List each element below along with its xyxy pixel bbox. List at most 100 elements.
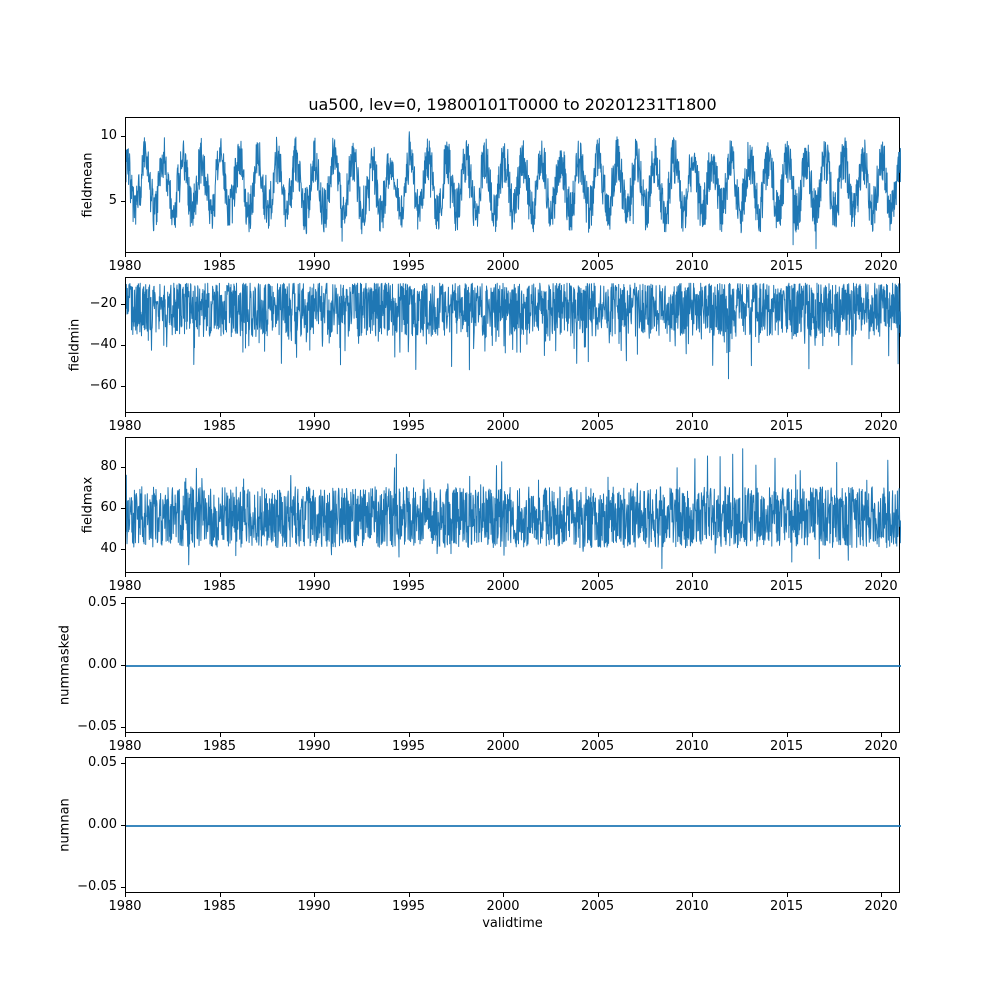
subplot-numnan: numnan 0.05 0.00 −0.05 1980 1985 1990 1995 2000… bbox=[0, 755, 1000, 914]
chart-title: ua500, lev=0, 19800101T0000 to 20201231T… bbox=[308, 95, 717, 114]
x-tick-label: 1990 bbox=[297, 579, 331, 594]
x-tick-label: 2000 bbox=[486, 899, 520, 914]
y-tick-label: −20 bbox=[89, 295, 117, 311]
x-tick-mark bbox=[125, 573, 126, 577]
subplot-fieldmax: fieldmax 80 60 40 1980 1985 1990 1995 2000 2005 2… bbox=[0, 437, 1000, 594]
y-tick-label: 10 bbox=[100, 128, 117, 144]
x-tick-mark bbox=[692, 413, 694, 417]
y-tick-mark bbox=[121, 467, 125, 469]
series-canvas bbox=[126, 825, 901, 827]
y-tick-label: 0.00 bbox=[88, 657, 117, 672]
x-axis-label: validtime bbox=[482, 916, 543, 931]
y-tick-mark bbox=[121, 548, 125, 550]
x-tick-label: 1990 bbox=[297, 899, 331, 914]
y-tick-mark bbox=[121, 825, 125, 826]
x-tick-mark bbox=[881, 573, 883, 577]
subplot-fieldmean: fieldmean 10 5 1980 1985 1990 1995 2000 2005 201… bbox=[0, 117, 1000, 274]
y-tick-label: 0.05 bbox=[88, 755, 117, 771]
y-tick-label: 0.00 bbox=[88, 817, 117, 832]
x-tick-mark bbox=[692, 253, 694, 257]
x-tick-mark bbox=[881, 253, 883, 257]
x-tick-label: 2010 bbox=[675, 739, 709, 754]
y-tick-mark bbox=[121, 201, 125, 203]
y-tick-mark bbox=[121, 508, 125, 509]
plot-area-fieldmin bbox=[125, 277, 901, 413]
y-tick-mark bbox=[121, 603, 125, 605]
series-canvas bbox=[126, 131, 901, 250]
x-tick-mark bbox=[219, 253, 221, 257]
x-tick-label: 2010 bbox=[675, 579, 709, 594]
x-tick-label: 2005 bbox=[581, 739, 615, 754]
x-tick-label: 2020 bbox=[864, 739, 898, 754]
x-tick-label: 2005 bbox=[581, 419, 615, 434]
x-tick-label: 2000 bbox=[486, 739, 520, 754]
x-tick-label: 2015 bbox=[770, 579, 804, 594]
x-tick-mark bbox=[125, 413, 126, 417]
x-tick-mark bbox=[314, 573, 315, 577]
y-tick-mark bbox=[121, 763, 125, 765]
plot-area-fieldmax bbox=[125, 437, 901, 573]
x-tick-mark bbox=[503, 733, 504, 737]
plot-area-fieldmean bbox=[125, 117, 901, 253]
x-tick-mark bbox=[786, 253, 788, 257]
x-tick-label: 1995 bbox=[391, 899, 426, 914]
x-tick-label: 2015 bbox=[770, 739, 804, 754]
x-tick-mark bbox=[314, 253, 315, 257]
subplot-fieldmin: fieldmin −20 −40 −60 1980 1985 1990 1995 2000 20… bbox=[0, 277, 1000, 434]
x-tick-label: 1995 bbox=[391, 579, 426, 594]
subplot-nummasked: nummasked 0.05 0.00 −0.05 1980 1985 1990 1995 2… bbox=[0, 595, 1000, 754]
y-tick-mark bbox=[121, 886, 125, 888]
x-tick-mark bbox=[597, 893, 599, 897]
x-tick-mark bbox=[125, 893, 126, 897]
x-tick-label: 2000 bbox=[486, 579, 520, 594]
x-tick-mark bbox=[219, 893, 221, 897]
x-tick-mark bbox=[125, 733, 126, 737]
x-tick-label: 2015 bbox=[770, 259, 804, 274]
x-tick-mark bbox=[786, 893, 788, 897]
x-tick-label: 1985 bbox=[202, 419, 237, 434]
x-tick-label: 1985 bbox=[202, 259, 237, 274]
x-tick-label: 1980 bbox=[108, 419, 142, 434]
y-tick-label: 5 bbox=[108, 193, 117, 209]
x-tick-mark bbox=[503, 413, 504, 417]
y-tick-label: −0.05 bbox=[77, 878, 117, 894]
x-tick-mark bbox=[786, 733, 788, 737]
y-tick-mark bbox=[121, 386, 125, 388]
x-tick-label: 2020 bbox=[864, 899, 898, 914]
x-tick-mark bbox=[597, 253, 599, 257]
x-tick-label: 1980 bbox=[108, 899, 142, 914]
x-tick-label: 1995 bbox=[391, 259, 426, 274]
x-tick-mark bbox=[503, 253, 504, 257]
x-tick-mark bbox=[881, 893, 883, 897]
y-tick-label: 40 bbox=[100, 540, 117, 556]
series-line bbox=[126, 448, 901, 569]
x-tick-mark bbox=[503, 893, 504, 897]
x-tick-mark bbox=[692, 893, 694, 897]
x-tick-mark bbox=[503, 573, 504, 577]
x-tick-label: 2020 bbox=[864, 259, 898, 274]
series-line bbox=[126, 131, 901, 250]
y-tick-label: 80 bbox=[100, 459, 117, 475]
x-tick-label: 1995 bbox=[391, 739, 426, 754]
x-tick-mark bbox=[408, 253, 410, 257]
plot-area-nummasked bbox=[125, 597, 901, 733]
x-tick-mark bbox=[408, 573, 410, 577]
x-tick-label: 1995 bbox=[391, 419, 426, 434]
x-tick-mark bbox=[408, 733, 410, 737]
x-tick-label: 1985 bbox=[202, 899, 237, 914]
x-tick-label: 1990 bbox=[297, 419, 331, 434]
y-tick-mark bbox=[121, 665, 125, 666]
x-tick-label: 1980 bbox=[108, 739, 142, 754]
x-tick-mark bbox=[408, 413, 410, 417]
x-tick-label: 1985 bbox=[202, 739, 237, 754]
x-tick-label: 2005 bbox=[581, 579, 615, 594]
y-tick-label: −40 bbox=[89, 337, 117, 352]
x-tick-label: 2010 bbox=[675, 419, 709, 434]
x-tick-mark bbox=[597, 573, 599, 577]
x-tick-mark bbox=[786, 413, 788, 417]
x-tick-mark bbox=[219, 733, 221, 737]
x-tick-mark bbox=[786, 573, 788, 577]
x-tick-label: 1980 bbox=[108, 579, 142, 594]
x-tick-mark bbox=[219, 573, 221, 577]
